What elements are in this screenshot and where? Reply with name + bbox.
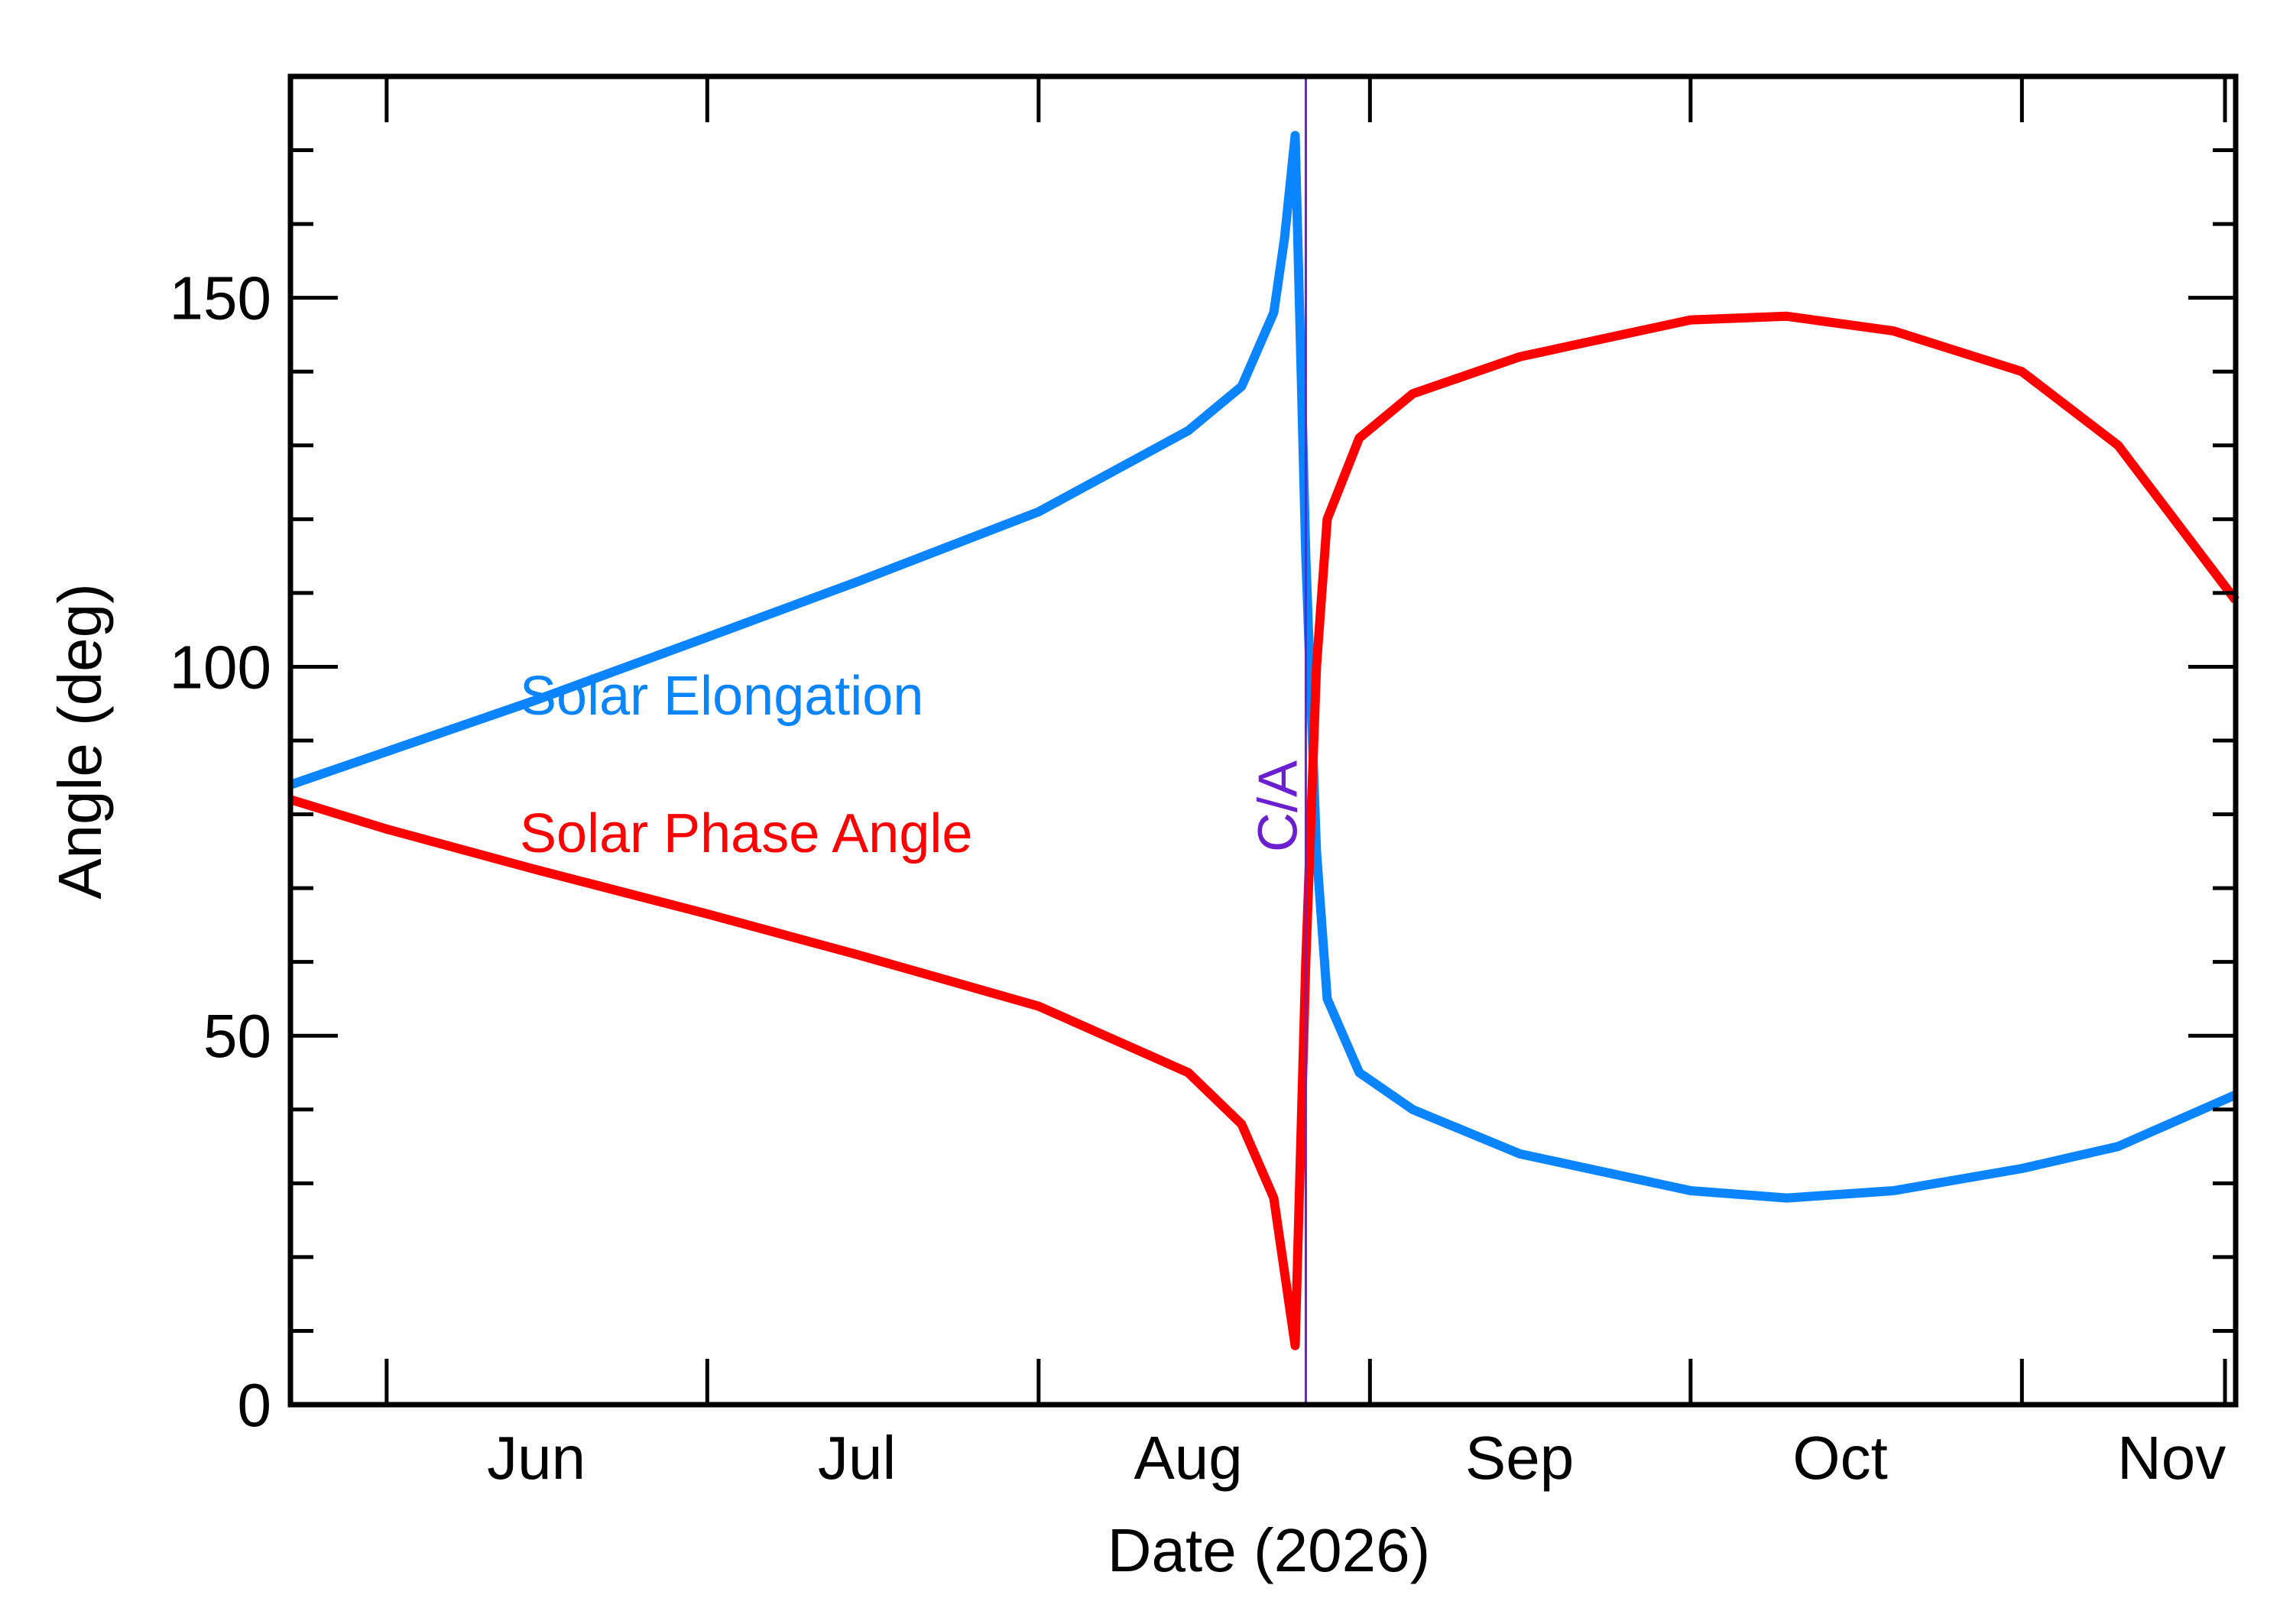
y-tick-label: 50 <box>203 1002 271 1070</box>
x-tick-label: Sep <box>1465 1424 1574 1492</box>
x-tick-label: Oct <box>1792 1424 1887 1492</box>
x-tick-label: Jul <box>818 1424 896 1492</box>
y-axis-label: Angle (deg) <box>46 583 114 900</box>
legend: Solar Elongation Solar Phase Angle <box>520 666 972 864</box>
x-tick-label: Nov <box>2117 1424 2226 1492</box>
tick-layer <box>290 74 2236 1407</box>
closest-approach-layer: C/A <box>1247 76 1309 1405</box>
closest-approach-label: C/A <box>1247 760 1309 852</box>
x-tick-label: Jun <box>487 1424 585 1492</box>
x-tick-label: Aug <box>1134 1424 1242 1492</box>
y-tick-label: 100 <box>170 633 271 701</box>
plot-frame <box>287 73 2239 1408</box>
tick-label-layer: Jun Jul Aug Sep Oct Nov 0 50 100 150 <box>170 264 2227 1492</box>
legend-label-1: Solar Phase Angle <box>520 803 972 864</box>
y-tick-label: 150 <box>170 264 271 332</box>
legend-label-0: Solar Elongation <box>520 666 923 727</box>
x-axis-label: Date (2026) <box>1108 1516 1430 1584</box>
y-tick-label: 0 <box>238 1371 272 1439</box>
